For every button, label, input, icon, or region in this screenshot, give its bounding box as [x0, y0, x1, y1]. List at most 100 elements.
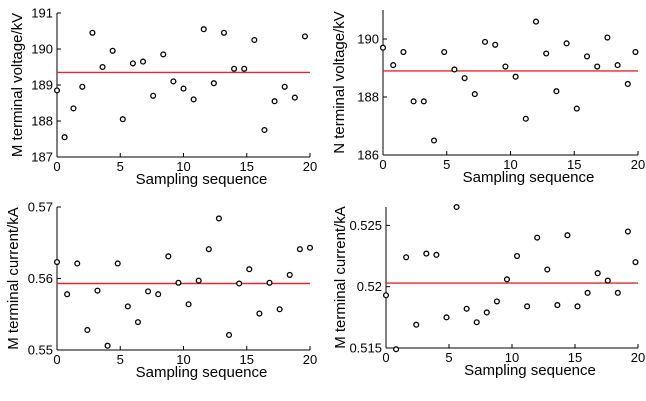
x-tick-label: 15: [240, 159, 254, 174]
data-point: [453, 203, 460, 211]
data-point: [276, 306, 283, 313]
data-point: [281, 83, 288, 90]
x-tick-label: 20: [631, 157, 645, 172]
x-axis-title: Sampling sequence: [463, 169, 595, 186]
x-tick-label: 5: [445, 350, 452, 365]
y-axis-title: M terminal current/kA: [332, 206, 349, 349]
data-point: [190, 96, 197, 103]
data-point: [210, 80, 217, 87]
y-tick-label: 188: [31, 114, 53, 129]
data-point: [251, 36, 258, 44]
data-point: [246, 266, 253, 273]
data-point: [410, 98, 417, 105]
data-point: [53, 259, 61, 266]
data-point: [403, 254, 410, 261]
data-point: [61, 134, 68, 141]
data-point: [134, 319, 142, 326]
data-point: [205, 246, 212, 253]
data-point: [139, 58, 147, 65]
data-point: [471, 91, 478, 98]
data-point: [522, 115, 529, 122]
chart-panel-1: 187 188 189 190 191 0 5 10 15 20 Sampling sequence…: [9, 6, 317, 189]
data-point: [481, 38, 489, 45]
data-point: [624, 228, 631, 235]
data-point: [84, 326, 91, 334]
x-tick-label: 15: [568, 350, 582, 365]
data-point: [236, 280, 243, 287]
data-point: [553, 88, 560, 95]
data-point: [433, 251, 440, 258]
data-point: [632, 48, 639, 56]
data-point: [614, 289, 621, 296]
data-point: [544, 266, 551, 273]
data-point: [443, 314, 450, 321]
y-tick-label: 0.515: [349, 341, 382, 356]
x-tick-label: 15: [567, 157, 581, 172]
data-point: [584, 289, 591, 296]
y-tick-label: 0.525: [349, 218, 382, 233]
data-point: [64, 291, 71, 298]
data-point: [170, 78, 177, 85]
x-axis-title: Sampling sequence: [464, 362, 596, 379]
data-point: [534, 234, 541, 241]
data-point: [291, 94, 298, 101]
y-tick-label: 188: [357, 90, 379, 105]
y-tick-label: 190: [357, 32, 379, 47]
data-point: [99, 63, 106, 71]
data-point: [200, 26, 207, 33]
data-point: [155, 291, 162, 298]
data-point: [175, 279, 182, 286]
data-point: [379, 44, 387, 51]
data-point: [441, 48, 448, 56]
data-point: [241, 65, 248, 72]
data-point: [94, 287, 101, 294]
x-tick-label: 20: [303, 352, 317, 367]
data-point: [145, 288, 152, 295]
data-point: [271, 98, 278, 105]
data-point: [554, 302, 561, 309]
data-point: [563, 40, 570, 47]
x-tick-label: 5: [117, 159, 124, 174]
data-point: [413, 321, 420, 328]
data-point: [231, 65, 238, 72]
data-point: [461, 75, 468, 82]
data-point: [513, 252, 521, 260]
y-tick-label: 0.52: [357, 279, 382, 294]
data-point: [79, 83, 86, 90]
data-point: [473, 319, 480, 326]
data-point: [89, 29, 96, 36]
data-point: [185, 301, 192, 308]
data-point: [220, 29, 228, 36]
data-point: [109, 47, 116, 54]
data-point: [543, 50, 550, 57]
data-point: [604, 277, 611, 284]
x-tick-label: 15: [240, 352, 254, 367]
data-point: [256, 310, 263, 317]
x-tick-label: 20: [631, 350, 645, 365]
data-point: [150, 92, 157, 99]
x-axis-title: Sampling sequence: [136, 171, 268, 188]
data-point: [301, 33, 308, 40]
data-point: [423, 250, 430, 257]
data-point: [503, 276, 511, 283]
x-tick-label: 10: [505, 350, 519, 365]
x-tick-label: 0: [53, 159, 60, 174]
y-tick-label: 190: [31, 42, 53, 57]
data-point: [483, 309, 490, 316]
y-axis-title: M terminal voltage/kV: [9, 13, 26, 157]
chart-panel-4: 0.515 0.52 0.525 0 5 10 15 20 Sampling sequence M…: [332, 203, 645, 379]
y-axis-title: N terminal voltage/kV: [331, 11, 348, 154]
data-point: [632, 259, 639, 266]
data-point: [195, 277, 202, 284]
data-point: [463, 305, 470, 312]
y-tick-label: 187: [31, 150, 53, 165]
x-tick-label: 10: [176, 352, 190, 367]
y-axis-title: M terminal current/kA: [5, 207, 22, 350]
data-point: [114, 260, 121, 267]
data-point: [614, 62, 621, 69]
data-point: [393, 346, 400, 353]
y-tick-label: 0.55: [28, 343, 53, 358]
data-point: [430, 137, 438, 144]
data-point: [225, 331, 233, 339]
data-point: [124, 303, 131, 310]
